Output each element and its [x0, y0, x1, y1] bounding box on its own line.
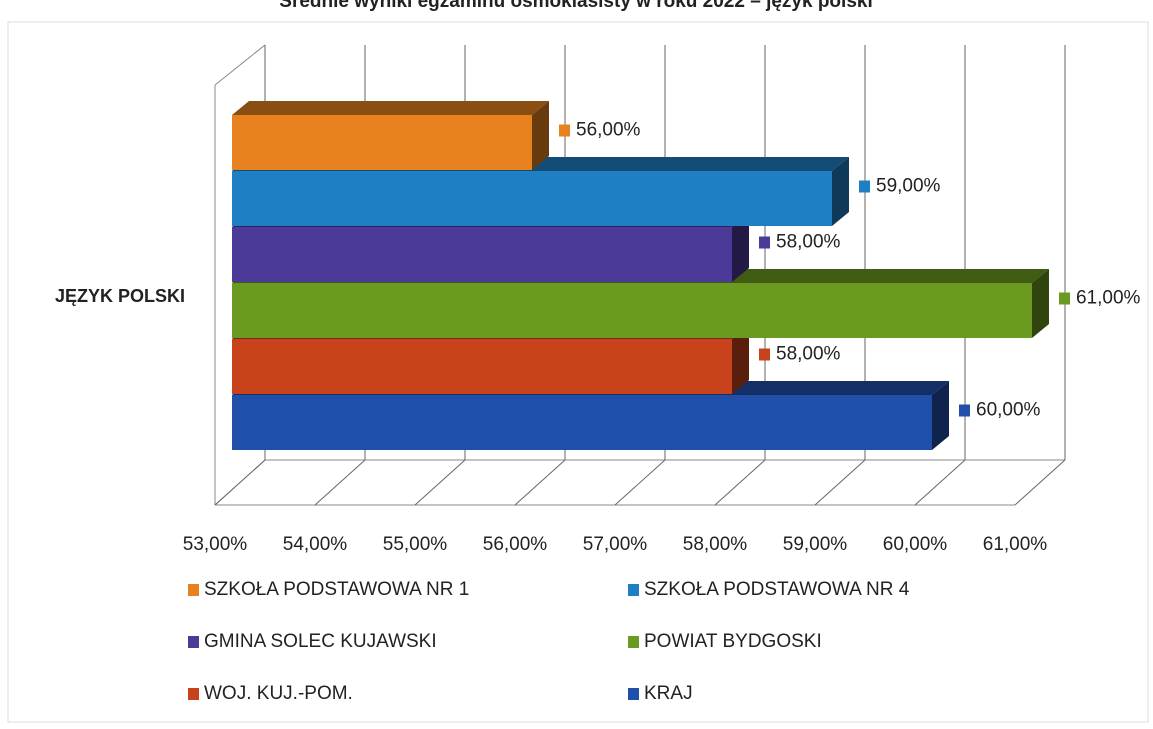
floor-grid-line — [314, 459, 366, 506]
value-label-marker — [859, 180, 870, 193]
value-label: 58,00% — [776, 344, 841, 365]
floor-grid-line — [214, 459, 266, 506]
x-tick-label: 58,00% — [683, 534, 748, 555]
floor-grid-line — [714, 459, 766, 506]
floor-grid-line — [814, 459, 866, 506]
x-tick-label: 54,00% — [283, 534, 348, 555]
bar-side — [732, 213, 749, 282]
bar — [232, 283, 1032, 338]
x-tick-label: 57,00% — [583, 534, 648, 555]
legend-swatch — [628, 636, 639, 648]
x-tick-label: 59,00% — [783, 534, 848, 555]
value-label-marker — [1059, 292, 1070, 305]
chart-title: Średnie wyniki egzaminu ósmoklasisty w r… — [279, 0, 872, 12]
value-label: 60,00% — [976, 400, 1041, 421]
value-label-marker — [759, 348, 770, 361]
legend-swatch — [188, 636, 199, 648]
bar-side — [832, 157, 849, 226]
bar — [232, 115, 532, 170]
floor-grid-line — [914, 459, 966, 506]
x-tick-label: 60,00% — [883, 534, 948, 555]
legend-swatch — [188, 584, 199, 596]
value-label-marker — [559, 124, 570, 137]
x-tick-label: 53,00% — [183, 534, 248, 555]
bar — [232, 395, 932, 450]
bar — [232, 227, 732, 282]
x-tick-label: 55,00% — [383, 534, 448, 555]
value-label: 61,00% — [1076, 288, 1141, 309]
value-label: 56,00% — [576, 120, 641, 141]
x-tick-label: 56,00% — [483, 534, 548, 555]
legend-label: POWIAT BYDGOSKI — [644, 631, 822, 652]
legend-label: SZKOŁA PODSTAWOWA NR 4 — [644, 579, 910, 600]
left-wall-top — [214, 44, 266, 86]
value-label: 58,00% — [776, 232, 841, 253]
legend-label: WOJ. KUJ.-POM. — [204, 683, 353, 704]
floor-grid-line — [1014, 459, 1066, 506]
legend-label: KRAJ — [644, 683, 693, 704]
value-label-marker — [959, 404, 970, 417]
legend-swatch — [628, 584, 639, 596]
legend-label: SZKOŁA PODSTAWOWA NR 1 — [204, 579, 469, 600]
floor-grid-line — [414, 459, 466, 506]
bar — [232, 171, 832, 226]
category-label: JĘZYK POLSKI — [55, 286, 185, 306]
x-tick-label: 61,00% — [983, 534, 1048, 555]
legend-swatch — [188, 688, 199, 700]
floor-grid-line — [514, 459, 566, 506]
floor-grid-line — [614, 459, 666, 506]
legend-label: GMINA SOLEC KUJAWSKI — [204, 631, 437, 652]
bar-top — [232, 101, 549, 115]
chart-frame — [7, 21, 1149, 723]
legend-swatch — [628, 688, 639, 700]
bar-side — [732, 325, 749, 394]
bar-side — [1032, 269, 1049, 338]
bar-side — [532, 101, 549, 170]
value-label: 59,00% — [876, 176, 941, 197]
bar — [232, 339, 732, 394]
value-label-marker — [759, 236, 770, 249]
bar-side — [932, 381, 949, 450]
